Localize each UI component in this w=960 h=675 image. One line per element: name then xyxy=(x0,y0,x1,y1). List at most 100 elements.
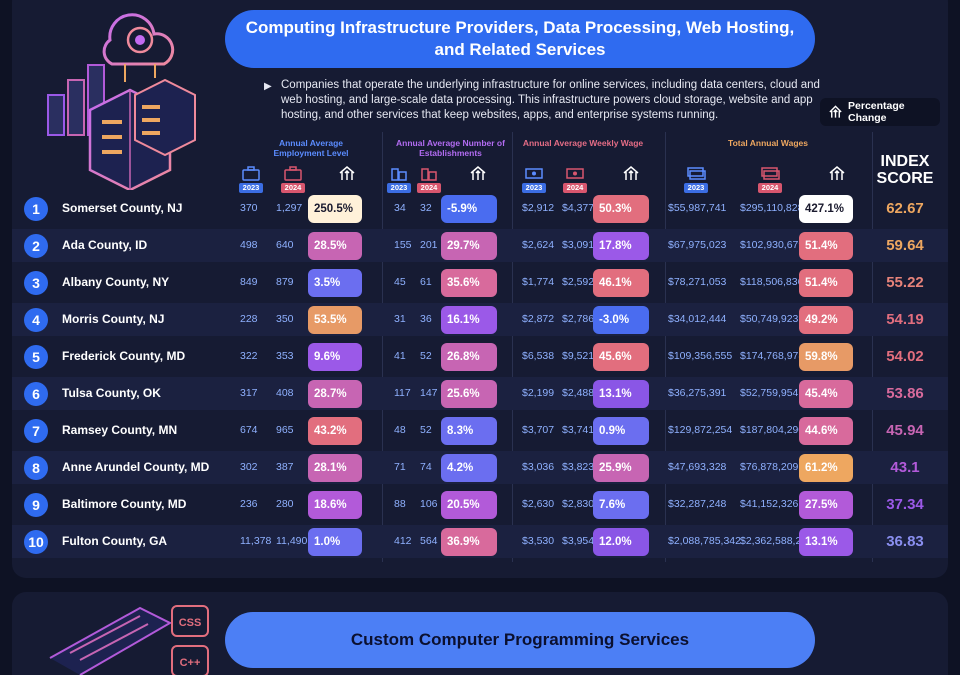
cell-tot24: $295,110,828 xyxy=(740,202,804,214)
table-row: 3 Albany County, NY 849 879 45 61 $1,774 $2,592… xyxy=(12,266,948,299)
cell-est24: 201 xyxy=(420,239,438,251)
pct-change-pill-tot_pct: 27.5% xyxy=(799,491,853,519)
cell-tot24: $102,930,679 xyxy=(740,239,805,251)
pct-change-pill-tot_pct: 51.4% xyxy=(799,232,853,260)
pct-change-pill-est_pct: 25.6% xyxy=(441,380,497,408)
cell-tot23: $34,012,444 xyxy=(668,313,727,325)
cell-wage24: $3,954 xyxy=(562,535,595,547)
cell-wage23: $3,530 xyxy=(522,535,555,547)
pct-change-pill-emp_pct: 250.5% xyxy=(308,195,362,223)
cell-wage23: $2,912 xyxy=(522,202,555,214)
pct-change-pill-wage_pct: 12.0% xyxy=(593,528,649,556)
pct-change-pill-wage_pct: -3.0% xyxy=(593,306,649,334)
cell-wage23: $2,630 xyxy=(522,498,555,510)
rank-badge: 7 xyxy=(24,419,48,443)
section-title-programming: Custom Computer Programming Services xyxy=(225,612,815,668)
cell-tot23: $55,987,741 xyxy=(668,202,727,214)
cell-emp24: 350 xyxy=(276,313,294,325)
year-badge-2023: 2023 xyxy=(522,183,546,193)
year-badge-2023: 2023 xyxy=(387,183,411,193)
index-score-value: 45.94 xyxy=(886,422,924,439)
banknote-icon xyxy=(566,168,584,179)
index-score-value: 54.19 xyxy=(886,311,924,328)
cell-est23: 48 xyxy=(394,424,406,436)
cell-est23: 71 xyxy=(394,461,406,473)
pct-change-pill-wage_pct: 25.9% xyxy=(593,454,649,482)
county-name: Tulsa County, OK xyxy=(62,386,161,400)
county-name: Somerset County, NJ xyxy=(62,201,183,215)
house-arrow-icon xyxy=(829,105,842,118)
pct-change-pill-emp_pct: 28.1% xyxy=(308,454,362,482)
pct-change-pill-emp_pct: 53.5% xyxy=(308,306,362,334)
cell-emp24: 1,297 xyxy=(276,202,303,214)
cell-wage24: $2,830 xyxy=(562,498,595,510)
rank-badge: 1 xyxy=(24,197,48,221)
county-name: Fulton County, GA xyxy=(62,534,168,548)
county-name: Baltimore County, MD xyxy=(62,497,187,511)
cell-tot24: $52,759,954 xyxy=(740,387,799,399)
cell-est23: 45 xyxy=(394,276,406,288)
css-badge: CSS xyxy=(179,617,202,629)
county-name: Frederick County, MD xyxy=(62,349,186,363)
pct-change-pill-wage_pct: 46.1% xyxy=(593,269,649,297)
percentage-change-legend: Percentage Change xyxy=(820,98,940,126)
cell-emp23: 849 xyxy=(240,276,258,288)
cell-tot23: $2,088,785,342 xyxy=(668,535,741,547)
rank-badge: 4 xyxy=(24,308,48,332)
year-badge-2024: 2024 xyxy=(563,183,587,193)
section-title: Computing Infrastructure Providers, Data… xyxy=(225,10,815,68)
rank-badge: 5 xyxy=(24,345,48,369)
table-row: 8 Anne Arundel County, MD 302 387 71 74 $3,036… xyxy=(12,451,948,484)
cell-tot23: $109,356,555 xyxy=(668,350,733,362)
pct-change-pill-tot_pct: 61.2% xyxy=(799,454,853,482)
money-stack-icon xyxy=(687,167,706,180)
cell-tot24: $174,768,978 xyxy=(740,350,805,362)
cell-est23: 155 xyxy=(394,239,412,251)
county-name: Morris County, NJ xyxy=(62,312,165,326)
pct-change-pill-emp_pct: 3.5% xyxy=(308,269,362,297)
table-row: 2 Ada County, ID 498 640 155 201 $2,624 $3,091 $… xyxy=(12,229,948,262)
cell-emp23: 302 xyxy=(240,461,258,473)
cell-wage24: $3,741 xyxy=(562,424,595,436)
cell-wage24: $2,488 xyxy=(562,387,595,399)
pct-change-pill-est_pct: 29.7% xyxy=(441,232,497,260)
cell-wage24: $4,377 xyxy=(562,202,595,214)
server-cloud-illustration xyxy=(47,13,196,190)
cell-emp24: 353 xyxy=(276,350,294,362)
cell-emp24: 640 xyxy=(276,239,294,251)
rank-badge: 2 xyxy=(24,234,48,258)
group-header-establishments: Annual Average Number of Establishments xyxy=(396,138,505,158)
pct-change-pill-est_pct: 35.6% xyxy=(441,269,497,297)
banknote-icon xyxy=(525,168,543,179)
cell-wage23: $6,538 xyxy=(522,350,555,362)
index-score-value: 37.34 xyxy=(886,496,924,513)
cell-wage23: $1,774 xyxy=(522,276,555,288)
cell-est23: 34 xyxy=(394,202,406,214)
county-name: Albany County, NY xyxy=(62,275,170,289)
cell-emp23: 498 xyxy=(240,239,258,251)
pct-change-pill-wage_pct: 17.8% xyxy=(593,232,649,260)
house-arrow-icon xyxy=(470,166,486,180)
cell-est24: 32 xyxy=(420,202,432,214)
table-row: 5 Frederick County, MD 322 353 41 52 $6,538 $9,… xyxy=(12,340,948,373)
cell-emp24: 280 xyxy=(276,498,294,510)
year-badge-2023: 2023 xyxy=(684,183,708,193)
pct-change-pill-emp_pct: 28.5% xyxy=(308,232,362,260)
rank-badge: 6 xyxy=(24,382,48,406)
cell-est24: 74 xyxy=(420,461,432,473)
cpp-badge: C++ xyxy=(180,657,201,669)
table-row: 4 Morris County, NJ 228 350 31 36 $2,872 $2,786… xyxy=(12,303,948,336)
cell-emp23: 370 xyxy=(240,202,258,214)
cell-tot24: $118,506,836 xyxy=(740,276,804,288)
cell-est24: 61 xyxy=(420,276,432,288)
briefcase-icon xyxy=(242,166,260,181)
pct-change-pill-est_pct: -5.9% xyxy=(441,195,497,223)
pct-change-pill-tot_pct: 45.4% xyxy=(799,380,853,408)
cell-tot24: $50,749,923 xyxy=(740,313,799,325)
pct-change-pill-tot_pct: 49.2% xyxy=(799,306,853,334)
cell-wage24: $3,091 xyxy=(562,239,595,251)
index-score-value: 55.22 xyxy=(886,274,924,291)
cell-tot23: $32,287,248 xyxy=(668,498,727,510)
group-header-weekly-wage: Annual Average Weekly Wage xyxy=(522,138,644,148)
cell-emp23: 674 xyxy=(240,424,258,436)
